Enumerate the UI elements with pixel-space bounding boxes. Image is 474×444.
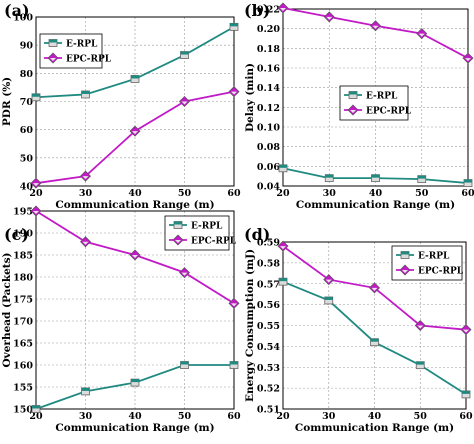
y-tick-label: 150 bbox=[13, 405, 33, 416]
y-tick-label: 50 bbox=[20, 153, 34, 164]
y-axis-label: PDR (%) bbox=[1, 77, 13, 126]
x-tick-label: 40 bbox=[128, 411, 142, 422]
y-tick-label: 155 bbox=[13, 383, 33, 394]
y-tick-label: 0.06 bbox=[257, 162, 281, 173]
y-axis-label: Overhead (Packets) bbox=[1, 252, 13, 367]
y-tick-label: 0.16 bbox=[257, 64, 281, 75]
data-point-cap bbox=[82, 91, 90, 94]
y-tick-label: 0.04 bbox=[257, 182, 281, 193]
x-tick-label: 50 bbox=[178, 188, 192, 199]
panel-label: (d) bbox=[244, 225, 270, 244]
x-tick-label: 50 bbox=[414, 411, 428, 422]
y-tick-label: 0.53 bbox=[257, 363, 280, 374]
y-tick-label: 0.52 bbox=[257, 384, 280, 395]
chart-panel: 20 30 40 50 60 0.04 0.06 0.08 0.10 0.12 0.14 0.16 0.… bbox=[244, 1, 474, 211]
chart-panel: 20 30 40 50 60150155160165170175180185190195… bbox=[1, 206, 241, 434]
data-point-cap bbox=[131, 75, 139, 78]
x-axis-label: Communication Range (m) bbox=[295, 422, 454, 434]
x-tick-label: 50 bbox=[415, 188, 429, 199]
legend-entry: EPC-RPL bbox=[191, 237, 237, 247]
chart-panel: 20 30 40 50 60 0.51 0.52 0.53 0.54 0.55 0.56 0.57 0.… bbox=[244, 225, 473, 434]
y-tick-label: 0.20 bbox=[257, 24, 281, 35]
legend-entry: E-RPL bbox=[418, 252, 450, 262]
y-tick-label: 0.51 bbox=[257, 405, 280, 416]
x-tick-label: 60 bbox=[461, 188, 474, 199]
x-tick-label: 50 bbox=[178, 411, 192, 422]
y-axis-label: Delay (min) bbox=[244, 63, 256, 132]
data-point-cap bbox=[131, 379, 139, 382]
x-axis-label: Communication Range (m) bbox=[296, 199, 455, 211]
data-point-cap bbox=[279, 278, 287, 281]
y-tick-label: 70 bbox=[20, 97, 34, 108]
y-tick-label: 0.57 bbox=[257, 279, 280, 290]
y-tick-label: 80 bbox=[20, 69, 34, 80]
y-tick-label: 170 bbox=[13, 317, 33, 328]
data-point-cap bbox=[32, 406, 40, 409]
legend-entry: EPC-RPL bbox=[366, 107, 412, 117]
data-point-cap bbox=[181, 52, 189, 55]
data-point-cap bbox=[82, 388, 90, 391]
legend-marker-cap bbox=[49, 40, 57, 43]
legend-entry: E-RPL bbox=[366, 92, 398, 102]
data-point-cap bbox=[418, 176, 426, 179]
y-tick-label: 175 bbox=[13, 295, 33, 306]
x-axis-label: Communication Range (m) bbox=[55, 199, 214, 211]
y-tick-label: 0.12 bbox=[257, 103, 280, 114]
panel-label: (c) bbox=[4, 225, 29, 244]
legend-marker-cap bbox=[349, 92, 357, 95]
data-point-cap bbox=[371, 339, 379, 342]
y-tick-label: 195 bbox=[13, 207, 33, 218]
x-tick-label: 40 bbox=[368, 411, 382, 422]
y-tick-label: 0.08 bbox=[257, 142, 281, 153]
y-tick-label: 0.58 bbox=[257, 258, 281, 269]
x-tick-label: 60 bbox=[459, 411, 473, 422]
legend-entry: EPC-RPL bbox=[66, 55, 112, 65]
data-point-cap bbox=[279, 165, 287, 168]
y-tick-label: 90 bbox=[20, 41, 34, 52]
x-tick-label: 40 bbox=[128, 188, 142, 199]
x-tick-label: 30 bbox=[79, 188, 93, 199]
data-point-cap bbox=[325, 297, 333, 300]
panel-label: (a) bbox=[4, 1, 30, 20]
y-tick-label: 0.18 bbox=[257, 44, 281, 55]
x-tick-label: 30 bbox=[322, 411, 336, 422]
y-tick-label: 165 bbox=[13, 339, 33, 350]
y-tick-label: 0.56 bbox=[257, 300, 281, 311]
data-point-cap bbox=[230, 362, 238, 365]
y-tick-label: 0.54 bbox=[257, 342, 281, 353]
y-tick-label: 180 bbox=[13, 273, 33, 284]
y-tick-label: 0.14 bbox=[257, 83, 281, 94]
legend-entry: E-RPL bbox=[191, 222, 223, 232]
y-tick-label: 0.55 bbox=[257, 321, 280, 332]
x-tick-label: 30 bbox=[79, 411, 93, 422]
panel-label: (b) bbox=[244, 1, 270, 20]
x-tick-label: 40 bbox=[369, 188, 383, 199]
legend-marker-cap bbox=[174, 222, 182, 225]
legend-marker-cap bbox=[401, 252, 409, 255]
data-point-cap bbox=[372, 175, 380, 178]
y-tick-label: 60 bbox=[20, 125, 34, 136]
data-point-cap bbox=[462, 391, 470, 394]
x-tick-label: 60 bbox=[227, 188, 241, 199]
legend-entry: EPC-RPL bbox=[418, 267, 464, 277]
legend-entry: E-RPL bbox=[66, 40, 98, 50]
y-tick-label: 160 bbox=[13, 361, 33, 372]
data-point-cap bbox=[464, 180, 472, 183]
x-axis-label: Communication Range (m) bbox=[55, 422, 214, 434]
y-tick-label: 185 bbox=[13, 251, 33, 262]
x-tick-label: 60 bbox=[227, 411, 241, 422]
data-point-cap bbox=[230, 23, 238, 26]
y-axis-label: Energy Consumption (mJ) bbox=[244, 249, 256, 402]
data-point-cap bbox=[416, 362, 424, 365]
chart-panel: 20 30 40 50 60405060708090100Communication R… bbox=[1, 1, 241, 211]
data-point-cap bbox=[32, 94, 40, 97]
x-tick-label: 30 bbox=[323, 188, 337, 199]
y-tick-label: 0.10 bbox=[257, 123, 281, 134]
data-point-cap bbox=[325, 175, 333, 178]
data-point-cap bbox=[181, 362, 189, 365]
